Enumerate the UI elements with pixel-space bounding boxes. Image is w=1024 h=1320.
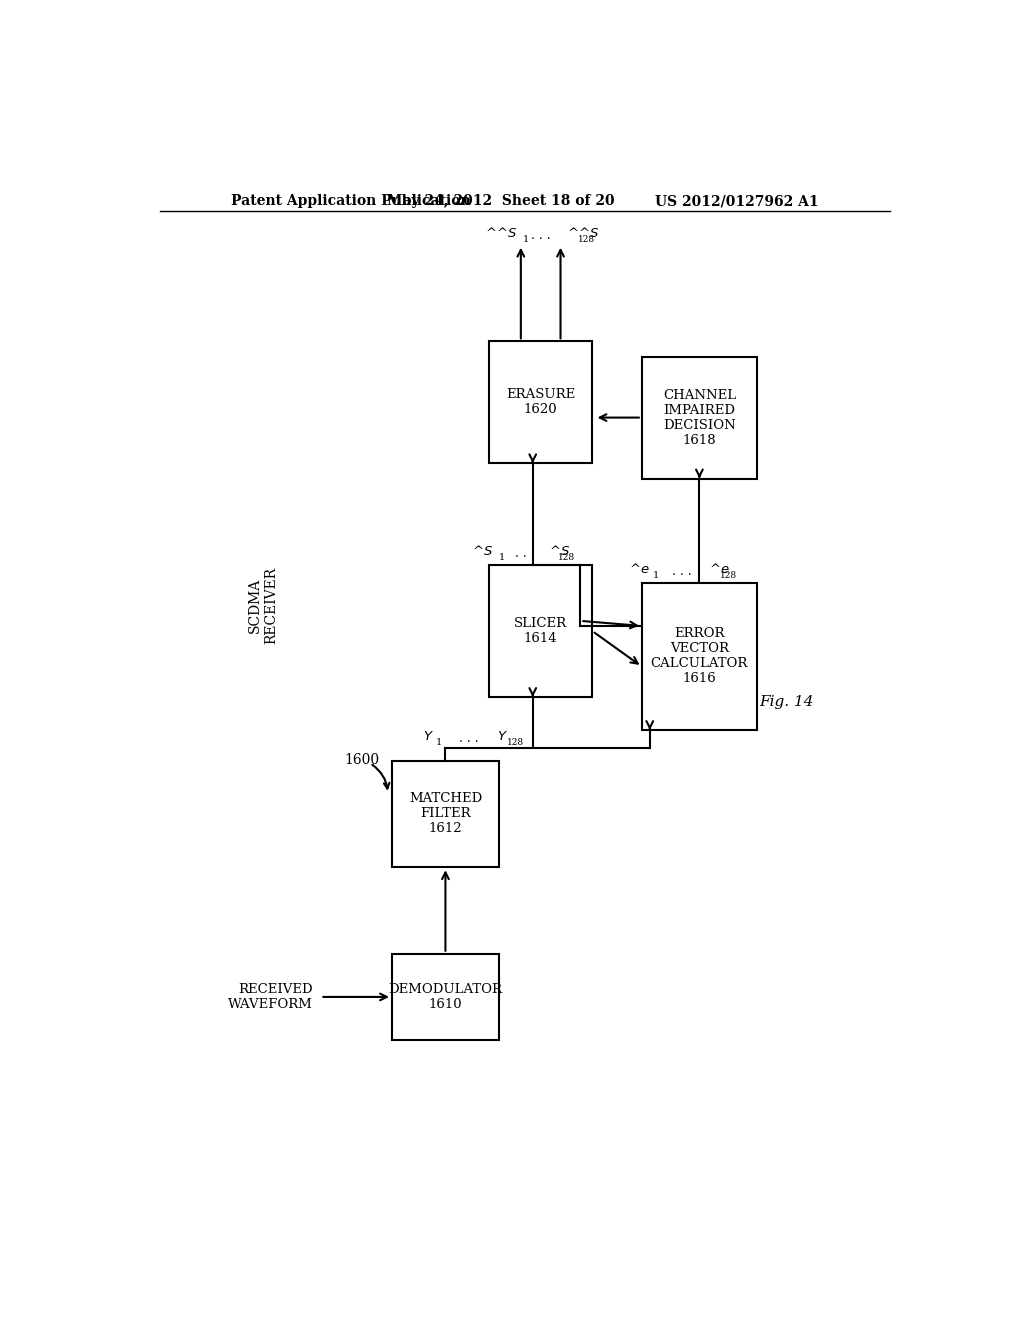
Text: 128: 128 (578, 235, 595, 244)
Text: . . .: . . . (460, 733, 479, 746)
Bar (489, 565, 592, 697)
Text: . . .: . . . (672, 565, 691, 578)
Text: SLICER
1614: SLICER 1614 (514, 616, 567, 645)
Text: 128: 128 (720, 570, 736, 579)
Text: 1: 1 (436, 738, 442, 747)
Text: $Y$: $Y$ (497, 730, 508, 743)
Text: US 2012/0127962 A1: US 2012/0127962 A1 (654, 194, 818, 209)
Bar (392, 760, 499, 867)
Text: Patent Application Publication: Patent Application Publication (231, 194, 471, 209)
Text: 128: 128 (558, 553, 575, 562)
Text: CHANNEL
IMPAIRED
DECISION
1618: CHANNEL IMPAIRED DECISION 1618 (663, 388, 736, 446)
Text: $Y$: $Y$ (423, 730, 433, 743)
Text: 128: 128 (507, 738, 523, 747)
Bar (642, 582, 757, 730)
Text: ^$S$: ^$S$ (472, 544, 494, 558)
Text: Fig. 14: Fig. 14 (760, 696, 814, 709)
Text: ERASURE
1620: ERASURE 1620 (506, 388, 575, 416)
Text: 1600: 1600 (344, 752, 380, 767)
Text: ^^$S$: ^^$S$ (567, 226, 599, 240)
Text: ^^$S$: ^^$S$ (484, 226, 517, 240)
Text: DEMODULATOR
1610: DEMODULATOR 1610 (388, 983, 503, 1011)
Text: . . .: . . . (530, 228, 551, 242)
Text: . . .: . . . (515, 546, 535, 560)
Text: ERROR
VECTOR
CALCULATOR
1616: ERROR VECTOR CALCULATOR 1616 (650, 627, 749, 685)
Text: 1: 1 (653, 570, 659, 579)
Text: 1: 1 (523, 235, 529, 244)
Text: SCDMA
RECEIVER: SCDMA RECEIVER (248, 568, 278, 644)
Bar (392, 954, 499, 1040)
Text: May 24, 2012  Sheet 18 of 20: May 24, 2012 Sheet 18 of 20 (387, 194, 614, 209)
Text: RECEIVED
WAVEFORM: RECEIVED WAVEFORM (227, 983, 312, 1011)
Bar (642, 356, 757, 479)
Text: ^$S$: ^$S$ (549, 544, 569, 558)
Text: ^$e$: ^$e$ (629, 561, 650, 576)
Bar (489, 342, 592, 463)
Text: MATCHED
FILTER
1612: MATCHED FILTER 1612 (409, 792, 482, 836)
Text: 1: 1 (499, 553, 505, 562)
Text: ^$e$: ^$e$ (710, 561, 730, 576)
